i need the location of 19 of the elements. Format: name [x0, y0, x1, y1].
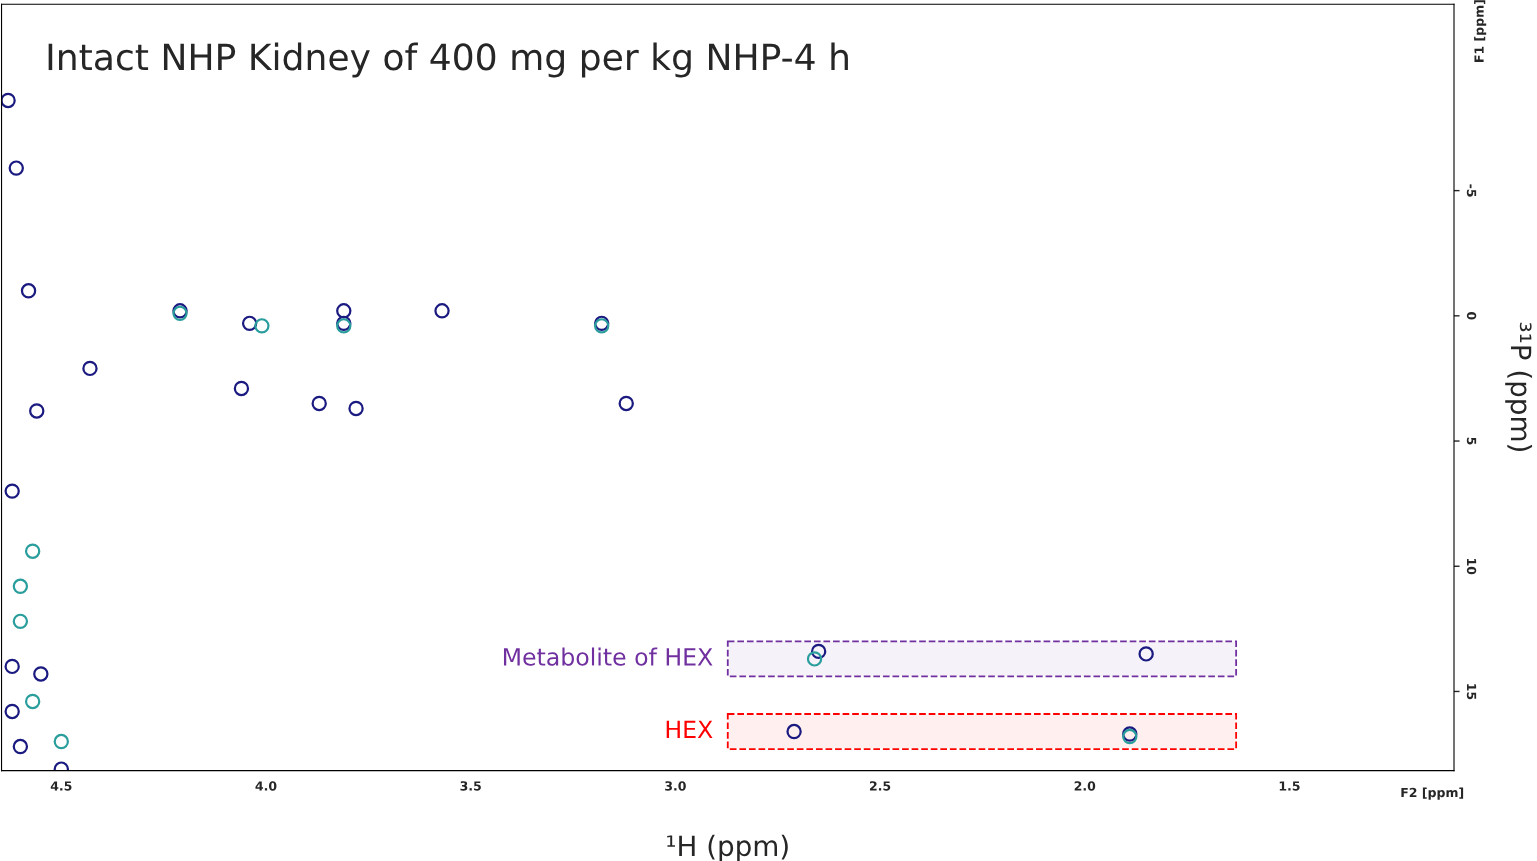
x-tick-label: 2.5 [869, 781, 891, 791]
x-tick-label: 1.5 [1279, 781, 1300, 791]
x-tick-label: 3.0 [665, 781, 686, 791]
y-tick-label: -5 [1466, 184, 1477, 197]
text: Intact NHP Kidney of 400 mg per kg NHP-4 h [48, 42, 848, 78]
y-tick-label: 0 [1466, 312, 1477, 320]
x-tick-label: 4.5 [50, 781, 72, 791]
y-tick-label: 5 [1466, 437, 1477, 445]
x-tick-label: 4.0 [255, 781, 277, 791]
band-label: Metabolite of HEX [503, 647, 713, 666]
text: F1 [ppm] [1474, 0, 1487, 62]
band-label: HEX [666, 720, 713, 739]
y-axis-title: ³¹P (ppm) [1505, 322, 1533, 451]
x-tick-label: 3.5 [460, 781, 481, 791]
x-tick-label: 2.0 [1074, 781, 1096, 791]
x-axis-title: ¹H (ppm) [667, 834, 788, 861]
text: F2 [ppm] [1401, 787, 1464, 800]
y-tick-label: 15 [1466, 684, 1477, 700]
y-tick-label: 10 [1466, 558, 1477, 575]
